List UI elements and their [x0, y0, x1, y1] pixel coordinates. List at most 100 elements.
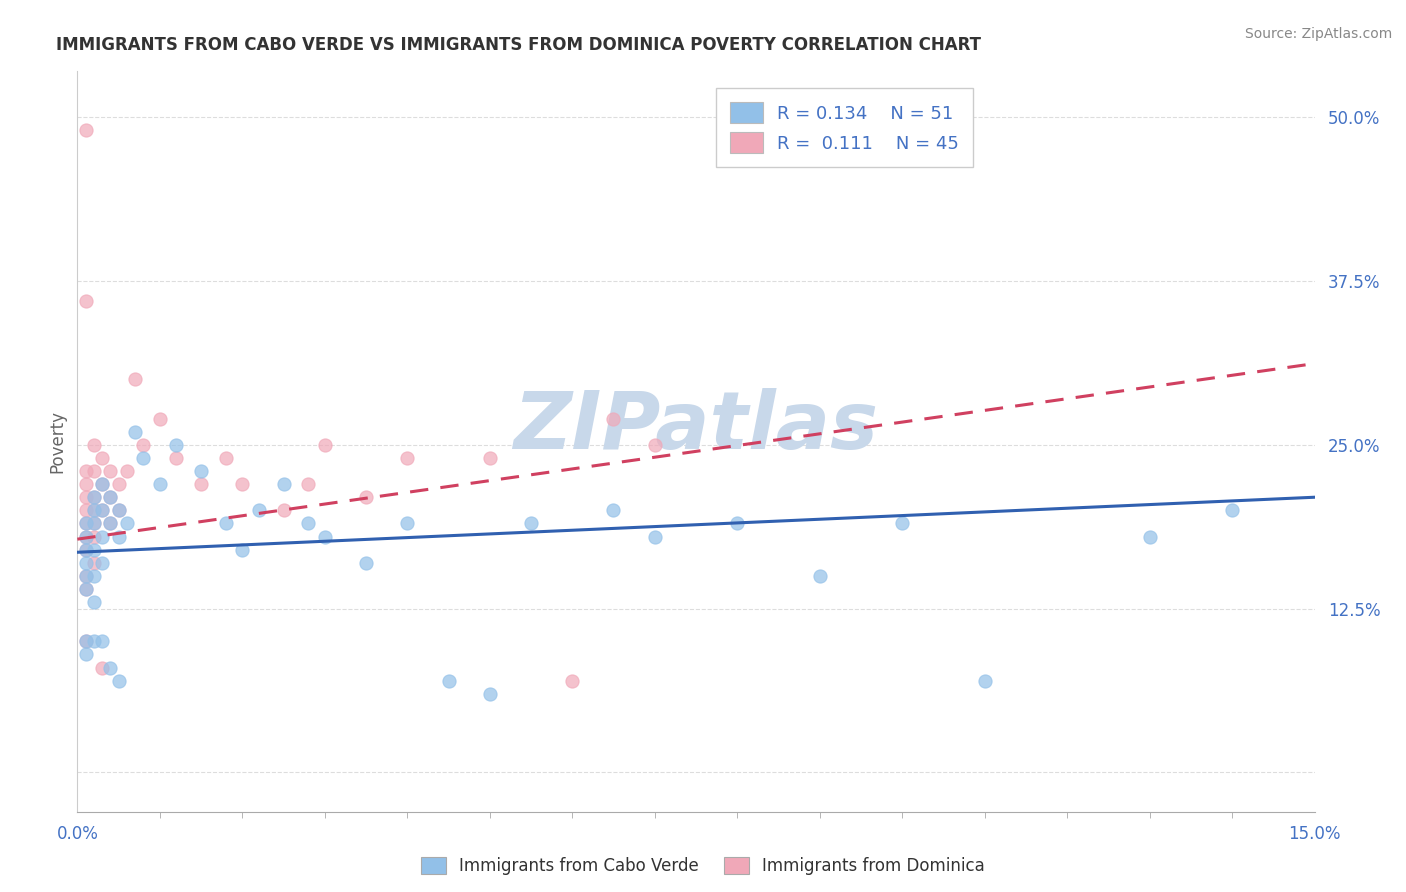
Point — [98, 516, 121, 531]
Point — [247, 503, 270, 517]
Point — [83, 530, 105, 544]
Point — [75, 582, 97, 596]
Point — [107, 673, 129, 688]
Point — [75, 542, 97, 557]
Point — [107, 503, 129, 517]
Point — [75, 490, 97, 504]
Point — [98, 490, 121, 504]
Point — [75, 503, 97, 517]
Point — [215, 450, 238, 465]
Point — [75, 530, 97, 544]
Text: IMMIGRANTS FROM CABO VERDE VS IMMIGRANTS FROM DOMINICA POVERTY CORRELATION CHART: IMMIGRANTS FROM CABO VERDE VS IMMIGRANTS… — [56, 36, 981, 54]
Point — [75, 542, 97, 557]
Point — [190, 464, 212, 478]
Y-axis label: Poverty: Poverty — [48, 410, 66, 473]
Point — [437, 673, 460, 688]
Point — [602, 411, 624, 425]
Point — [314, 438, 336, 452]
Point — [75, 648, 97, 662]
Point — [107, 477, 129, 491]
Point — [75, 464, 97, 478]
Point — [91, 503, 114, 517]
Point — [478, 450, 501, 465]
Point — [808, 569, 831, 583]
Point — [75, 123, 97, 137]
Point — [396, 450, 419, 465]
Text: ZIPatlas: ZIPatlas — [513, 388, 879, 466]
Point — [91, 530, 114, 544]
Point — [83, 490, 105, 504]
Point — [478, 687, 501, 701]
Point — [231, 542, 253, 557]
Point — [215, 516, 238, 531]
Point — [83, 503, 105, 517]
Point — [973, 673, 995, 688]
Point — [91, 634, 114, 648]
Point — [91, 450, 114, 465]
Legend: R = 0.134    N = 51, R =  0.111    N = 45: R = 0.134 N = 51, R = 0.111 N = 45 — [716, 87, 973, 168]
Point — [354, 556, 377, 570]
Point — [83, 634, 105, 648]
Point — [75, 477, 97, 491]
Point — [83, 595, 105, 609]
Point — [91, 477, 114, 491]
Point — [75, 582, 97, 596]
Text: Source: ZipAtlas.com: Source: ZipAtlas.com — [1244, 27, 1392, 41]
Point — [91, 556, 114, 570]
Point — [644, 530, 666, 544]
Point — [75, 293, 97, 308]
Point — [231, 477, 253, 491]
Point — [644, 438, 666, 452]
Point — [75, 569, 97, 583]
Point — [75, 634, 97, 648]
Point — [165, 438, 187, 452]
Point — [396, 516, 419, 531]
Point — [83, 503, 105, 517]
Point — [83, 516, 105, 531]
Point — [83, 490, 105, 504]
Point — [297, 516, 319, 531]
Point — [520, 516, 543, 531]
Point — [98, 490, 121, 504]
Point — [107, 530, 129, 544]
Point — [132, 438, 155, 452]
Point — [98, 660, 121, 674]
Point — [354, 490, 377, 504]
Point — [124, 372, 146, 386]
Point — [83, 569, 105, 583]
Point — [1139, 530, 1161, 544]
Point — [149, 477, 172, 491]
Point — [83, 542, 105, 557]
Point — [115, 464, 138, 478]
Point — [75, 516, 97, 531]
Point — [91, 660, 114, 674]
Point — [165, 450, 187, 465]
Point — [602, 503, 624, 517]
Point — [1220, 503, 1243, 517]
Point — [83, 438, 105, 452]
Legend: Immigrants from Cabo Verde, Immigrants from Dominica: Immigrants from Cabo Verde, Immigrants f… — [412, 849, 994, 884]
Point — [83, 464, 105, 478]
Point — [91, 477, 114, 491]
Point — [115, 516, 138, 531]
Point — [75, 634, 97, 648]
Point — [83, 516, 105, 531]
Point — [124, 425, 146, 439]
Point — [75, 530, 97, 544]
Point — [75, 516, 97, 531]
Point — [91, 503, 114, 517]
Point — [725, 516, 748, 531]
Point — [891, 516, 914, 531]
Point — [75, 556, 97, 570]
Point — [75, 569, 97, 583]
Point — [273, 477, 295, 491]
Point — [98, 516, 121, 531]
Point — [297, 477, 319, 491]
Point — [98, 464, 121, 478]
Point — [132, 450, 155, 465]
Point — [107, 503, 129, 517]
Point — [83, 556, 105, 570]
Point — [314, 530, 336, 544]
Point — [149, 411, 172, 425]
Point — [273, 503, 295, 517]
